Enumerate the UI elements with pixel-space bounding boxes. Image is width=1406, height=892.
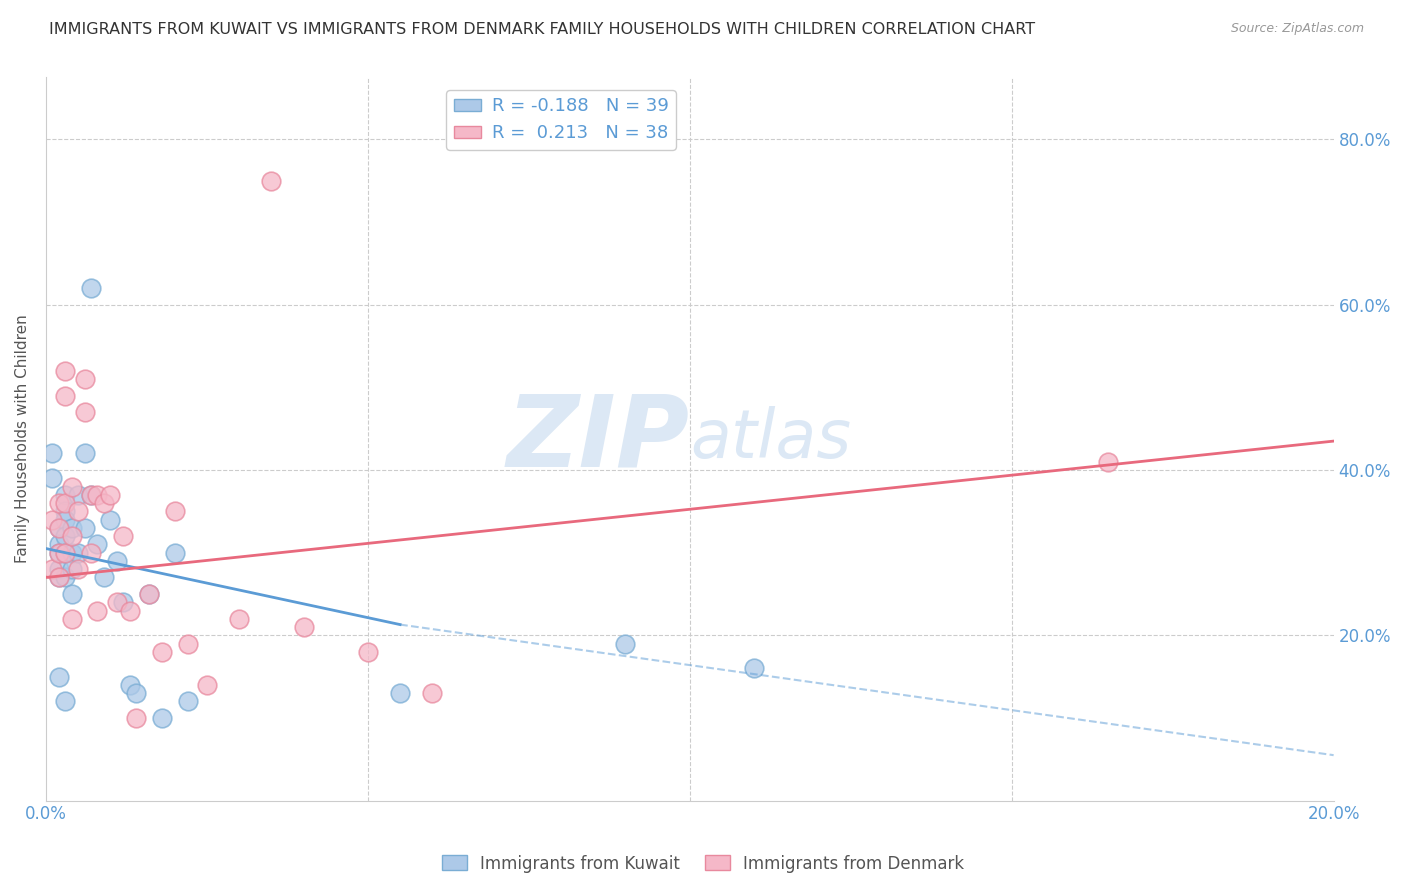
Point [105, 595, 128, 609]
Text: ZIP: ZIP [506, 391, 690, 488]
Point [260, 174, 283, 188]
Point [118, 603, 141, 617]
Point [60, 562, 83, 576]
Point [48, 562, 70, 576]
Point [73, 372, 96, 386]
Point [176, 637, 198, 651]
Point [98, 488, 121, 502]
Point [138, 587, 160, 601]
Point [742, 661, 765, 675]
Point [53, 488, 76, 502]
Point [67, 546, 90, 560]
Point [195, 678, 218, 692]
Point [86, 488, 108, 502]
Point [176, 694, 198, 708]
Point [48, 496, 70, 510]
Point [53, 694, 76, 708]
Point [1097, 455, 1119, 469]
Point [41, 446, 63, 460]
Point [53, 389, 76, 403]
Text: IMMIGRANTS FROM KUWAIT VS IMMIGRANTS FROM DENMARK FAMILY HOUSEHOLDS WITH CHILDRE: IMMIGRANTS FROM KUWAIT VS IMMIGRANTS FRO… [49, 22, 1035, 37]
Point [48, 570, 70, 584]
Point [53, 513, 76, 527]
Point [118, 678, 141, 692]
Point [48, 570, 70, 584]
Point [67, 488, 90, 502]
Point [60, 546, 83, 560]
Point [86, 537, 108, 551]
Point [112, 529, 135, 543]
Point [93, 570, 115, 584]
Point [98, 513, 121, 527]
Point [48, 521, 70, 535]
Point [150, 645, 173, 659]
Point [138, 587, 160, 601]
Text: atlas: atlas [690, 406, 851, 472]
Point [53, 364, 76, 378]
Point [292, 620, 315, 634]
Point [67, 504, 90, 518]
Point [125, 711, 148, 725]
Point [67, 562, 90, 576]
Legend: Immigrants from Kuwait, Immigrants from Denmark: Immigrants from Kuwait, Immigrants from … [434, 848, 972, 880]
Point [86, 603, 108, 617]
Point [614, 637, 637, 651]
Point [163, 546, 186, 560]
Y-axis label: Family Households with Children: Family Households with Children [15, 315, 30, 564]
Point [60, 587, 83, 601]
Point [60, 612, 83, 626]
Point [163, 504, 186, 518]
Point [80, 488, 103, 502]
Point [80, 546, 103, 560]
Point [420, 686, 443, 700]
Point [48, 521, 70, 535]
Point [60, 479, 83, 493]
Point [41, 562, 63, 576]
Point [53, 546, 76, 560]
Point [73, 521, 96, 535]
Point [228, 612, 250, 626]
Point [53, 496, 76, 510]
Point [53, 504, 76, 518]
Point [48, 537, 70, 551]
Point [150, 711, 173, 725]
Text: Source: ZipAtlas.com: Source: ZipAtlas.com [1230, 22, 1364, 36]
Point [41, 513, 63, 527]
Point [80, 281, 103, 295]
Point [60, 521, 83, 535]
Point [48, 546, 70, 560]
Point [105, 554, 128, 568]
Point [93, 496, 115, 510]
Point [112, 595, 135, 609]
Point [357, 645, 380, 659]
Point [48, 546, 70, 560]
Point [53, 529, 76, 543]
Point [53, 546, 76, 560]
Point [73, 405, 96, 419]
Point [125, 686, 148, 700]
Point [48, 670, 70, 684]
Point [73, 446, 96, 460]
Point [80, 488, 103, 502]
Legend: R = -0.188   N = 39, R =  0.213   N = 38: R = -0.188 N = 39, R = 0.213 N = 38 [447, 90, 676, 150]
Point [53, 570, 76, 584]
Point [60, 529, 83, 543]
Point [41, 471, 63, 485]
Point [389, 686, 412, 700]
